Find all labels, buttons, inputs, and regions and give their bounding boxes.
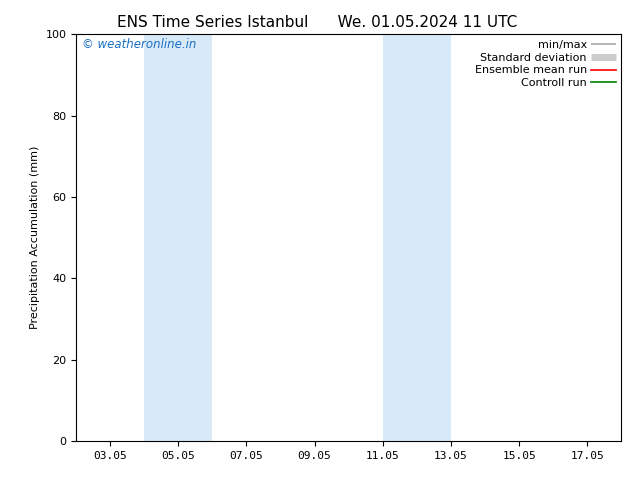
Text: © weatheronline.in: © weatheronline.in <box>82 38 196 51</box>
Legend: min/max, Standard deviation, Ensemble mean run, Controll run: min/max, Standard deviation, Ensemble me… <box>471 37 619 92</box>
Y-axis label: Precipitation Accumulation (mm): Precipitation Accumulation (mm) <box>30 146 40 329</box>
Bar <box>144 34 212 441</box>
Bar <box>383 34 451 441</box>
Text: ENS Time Series Istanbul      We. 01.05.2024 11 UTC: ENS Time Series Istanbul We. 01.05.2024 … <box>117 15 517 30</box>
